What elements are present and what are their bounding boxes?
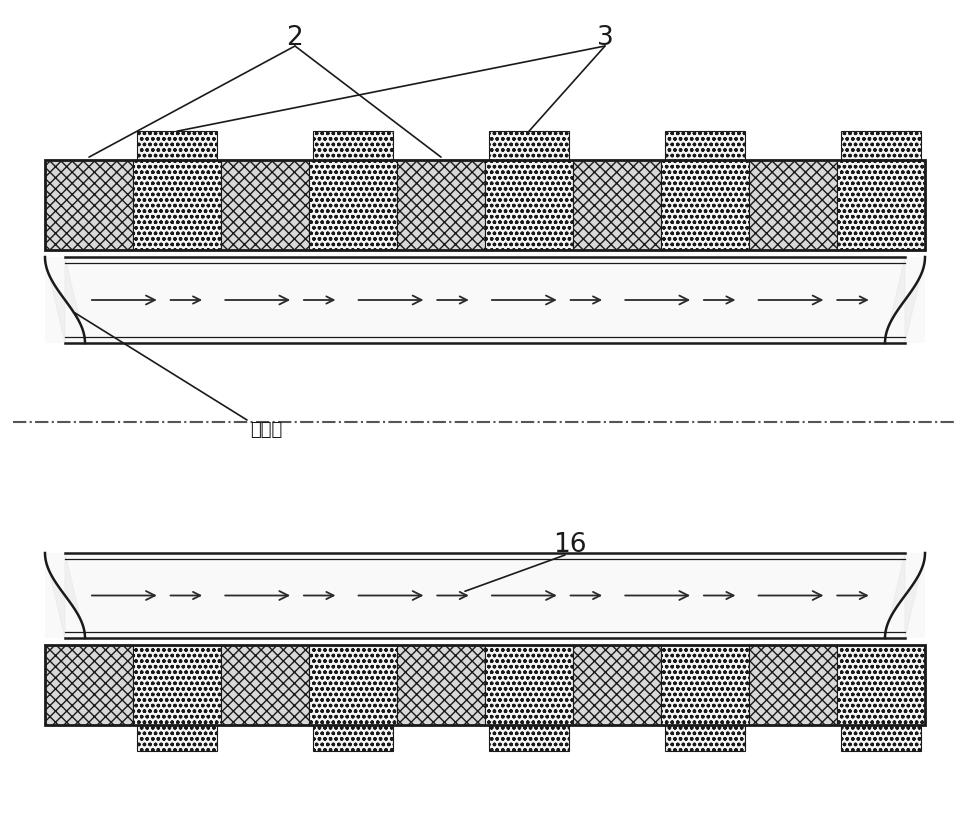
Bar bbox=[840, 131, 920, 160]
Bar bbox=[836, 160, 924, 250]
Bar bbox=[748, 160, 836, 250]
Polygon shape bbox=[884, 553, 924, 638]
Bar bbox=[484, 160, 573, 250]
Bar bbox=[138, 725, 216, 751]
Bar bbox=[660, 645, 748, 725]
Text: 2: 2 bbox=[286, 25, 303, 51]
Polygon shape bbox=[884, 257, 924, 343]
Bar bbox=[45, 553, 924, 638]
Bar bbox=[138, 131, 216, 160]
Bar bbox=[313, 131, 392, 160]
Bar bbox=[748, 645, 836, 725]
Bar bbox=[45, 160, 133, 250]
Bar bbox=[133, 160, 221, 250]
Bar bbox=[45, 160, 924, 250]
Text: 磁化场: 磁化场 bbox=[250, 421, 282, 439]
Bar bbox=[665, 725, 744, 751]
Bar bbox=[133, 645, 221, 725]
Polygon shape bbox=[45, 257, 85, 343]
Bar bbox=[396, 645, 484, 725]
Bar bbox=[660, 160, 748, 250]
Bar bbox=[221, 645, 309, 725]
Bar bbox=[45, 645, 133, 725]
Bar bbox=[573, 160, 660, 250]
Bar bbox=[309, 160, 396, 250]
Bar bbox=[484, 645, 573, 725]
Polygon shape bbox=[45, 553, 85, 638]
Bar bbox=[45, 645, 924, 725]
Bar bbox=[489, 725, 568, 751]
Bar bbox=[836, 645, 924, 725]
Text: 16: 16 bbox=[552, 532, 586, 558]
Bar bbox=[665, 131, 744, 160]
Bar bbox=[573, 645, 660, 725]
Bar bbox=[221, 160, 309, 250]
Bar bbox=[489, 131, 568, 160]
Bar bbox=[45, 257, 924, 343]
Bar bbox=[840, 725, 920, 751]
Text: 3: 3 bbox=[596, 25, 612, 51]
Bar bbox=[313, 725, 392, 751]
Bar bbox=[309, 645, 396, 725]
Bar bbox=[396, 160, 484, 250]
